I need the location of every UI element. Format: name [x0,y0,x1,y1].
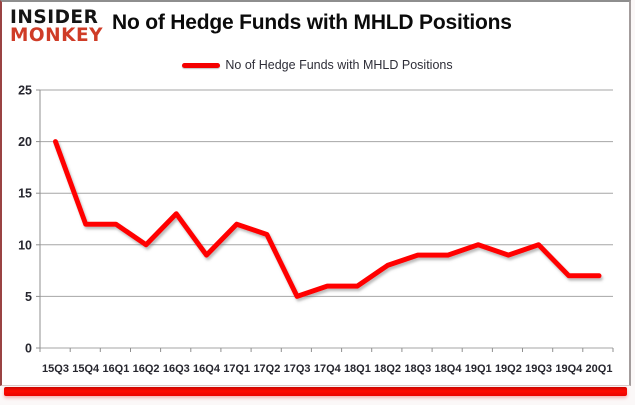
x-tick-label: 15Q3 [42,363,69,375]
x-tick-label: 19Q4 [555,363,583,375]
legend: No of Hedge Funds with MHLD Positions [0,58,635,72]
y-tick-label: 25 [18,84,32,98]
chart-title: No of Hedge Funds with MHLD Positions [112,11,512,34]
x-tick-label: 19Q3 [525,363,552,375]
logo-line-monkey: MONKEY [10,25,103,47]
legend-line-swatch [182,62,221,68]
x-tick-label: 16Q2 [133,363,160,375]
y-tick-label: 10 [18,238,32,252]
bottom-red-bar [4,387,627,396]
x-tick-label: 18Q3 [404,363,431,375]
y-tick-label: 0 [25,342,32,356]
y-tick-label: 20 [18,135,32,149]
x-tick-label: 17Q2 [253,363,280,375]
x-tick-label: 16Q3 [163,363,190,375]
x-tick-label: 18Q4 [435,363,463,375]
x-tick-label: 20Q1 [586,363,613,375]
x-tick-label: 17Q4 [314,363,342,375]
x-tick-label: 16Q1 [102,363,129,375]
x-tick-label: 18Q1 [344,363,371,375]
x-tick-label: 15Q4 [72,363,100,375]
legend-label: No of Hedge Funds with MHLD Positions [225,58,453,72]
x-tick-label: 19Q2 [495,363,522,375]
y-tick-label: 5 [25,290,32,304]
x-tick-label: 17Q1 [223,363,250,375]
series-line [53,139,602,299]
y-tick-label: 15 [18,187,32,201]
x-tick-label: 16Q4 [193,363,221,375]
x-tick-label: 19Q1 [465,363,492,375]
x-tick-label: 17Q3 [284,363,311,375]
insider-monkey-logo: INSIDER MONKEY [10,7,103,47]
x-tick-label: 18Q2 [374,363,401,375]
logo-line-insider: INSIDER [10,7,99,28]
